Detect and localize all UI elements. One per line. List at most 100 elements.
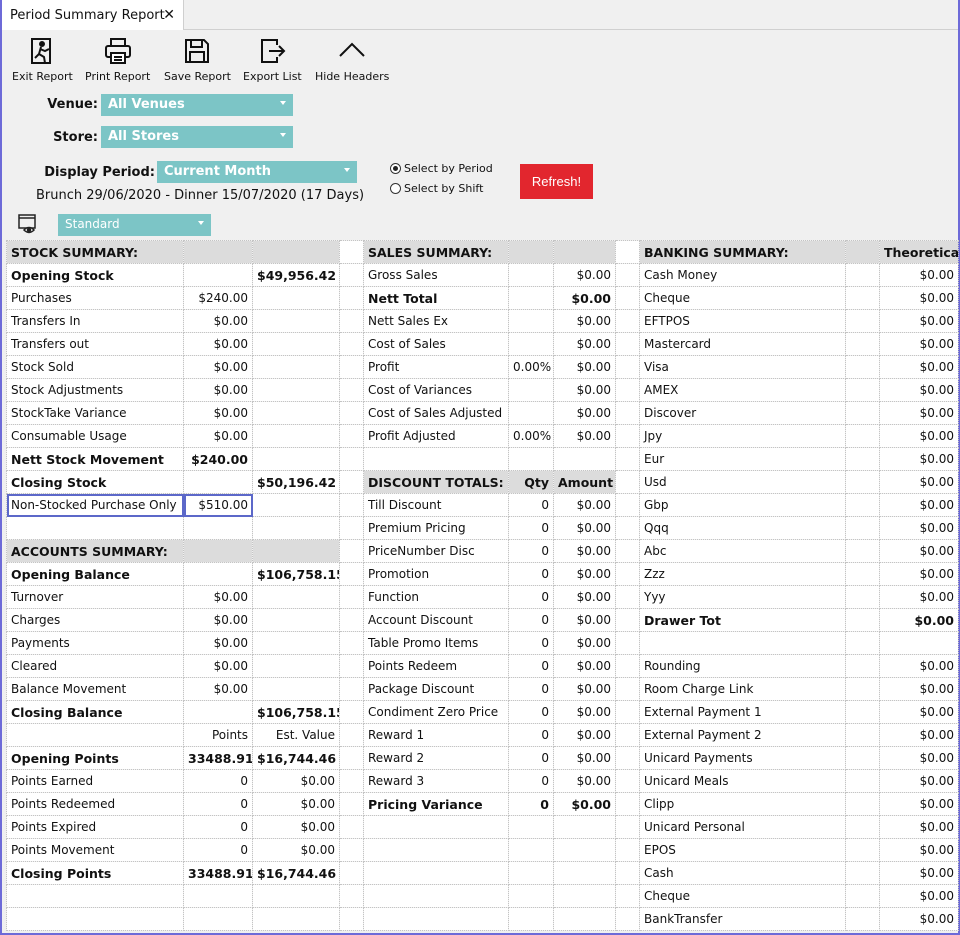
table-cell: $0.00 (553, 792, 616, 816)
table-cell (615, 907, 640, 931)
hide-headers-button[interactable]: Hide Headers (315, 32, 389, 88)
table-cell: Table Promo Items (363, 631, 509, 655)
table-cell (553, 838, 616, 862)
table-cell: Unicard Payments (639, 746, 846, 770)
table-cell: $0.00 (553, 723, 616, 747)
display-period-dropdown[interactable]: Current Month (157, 161, 357, 183)
chevron-up-icon (339, 42, 365, 57)
tab-period-summary-report[interactable]: Period Summary Report ✕ (2, 0, 184, 30)
toolbar: Exit Report Print Report Save Report (2, 32, 602, 88)
store-dropdown[interactable]: All Stores (101, 126, 293, 148)
table-cell: $16,744.46 (252, 746, 340, 770)
table-cell (845, 815, 880, 839)
table-row: Cheque $0.00 (6, 884, 959, 908)
table-cell (183, 907, 253, 931)
print-report-button[interactable]: Print Report (85, 32, 150, 88)
table-cell (252, 539, 340, 563)
table-cell: Theoretical (879, 240, 959, 264)
table-cell: $0.00 (553, 700, 616, 724)
select-by-period-radio[interactable]: Select by Period (390, 162, 493, 175)
table-cell (252, 585, 340, 609)
save-icon (185, 39, 210, 63)
table-cell (845, 907, 880, 931)
table-cell: Turnover (6, 585, 184, 609)
table-cell (6, 723, 184, 747)
export-list-button[interactable]: Export List (243, 32, 302, 88)
table-cell: Qty (508, 470, 554, 494)
table-cell (183, 700, 253, 724)
venue-dropdown[interactable]: All Venues (101, 94, 293, 116)
store-label: Store: (53, 130, 98, 145)
table-cell (615, 516, 640, 540)
view-mode-dropdown[interactable]: Standard (58, 214, 211, 236)
table-cell: External Payment 1 (639, 700, 846, 724)
table-cell: $0.00 (879, 654, 959, 678)
table-cell: $0.00 (553, 355, 616, 379)
table-cell: Nett Stock Movement (6, 447, 184, 471)
table-cell (615, 493, 640, 517)
table-cell (183, 516, 253, 540)
table-cell: 0 (183, 769, 253, 793)
table-cell: $0.00 (553, 769, 616, 793)
table-cell (508, 240, 554, 264)
table-cell (252, 332, 340, 356)
table-cell (339, 907, 364, 931)
table-cell (339, 263, 364, 287)
table-cell: $0.00 (183, 332, 253, 356)
table-cell: Abc (639, 539, 846, 563)
table-cell: 0 (508, 631, 554, 655)
table-cell (363, 815, 509, 839)
table-cell (845, 723, 880, 747)
table-cell: 0.00% (508, 424, 554, 448)
table-cell: $106,758.15 (252, 562, 340, 586)
table-cell (339, 700, 364, 724)
table-cell: $0.00 (553, 309, 616, 333)
save-report-button[interactable]: Save Report (164, 32, 231, 88)
table-cell: $510.00 (183, 493, 253, 517)
select-by-shift-radio[interactable]: Select by Shift (390, 182, 483, 195)
exit-report-button[interactable]: Exit Report (12, 32, 73, 88)
table-cell: BANKING SUMMARY: (639, 240, 846, 264)
table-cell: Reward 2 (363, 746, 509, 770)
table-cell (339, 838, 364, 862)
table-cell (639, 631, 846, 655)
table-cell (615, 631, 640, 655)
table-cell: Profit (363, 355, 509, 379)
table-cell: Cheque (639, 884, 846, 908)
table-cell: 0.00% (508, 355, 554, 379)
table-cell (508, 815, 554, 839)
table-cell (845, 470, 880, 494)
close-icon[interactable]: ✕ (163, 7, 175, 23)
refresh-button[interactable]: Refresh! (520, 164, 593, 199)
table-cell (252, 401, 340, 425)
table-row: Consumable Usage $0.00 Profit Adjusted 0.00… (6, 424, 959, 448)
table-cell: Yyy (639, 585, 846, 609)
table-cell (615, 424, 640, 448)
table-row: Points Movement 0 $0.00 EPOS $0.00 (6, 838, 959, 862)
table-cell (339, 516, 364, 540)
table-cell: 0 (508, 608, 554, 632)
tab-strip: Period Summary Report ✕ (2, 0, 958, 30)
table-cell (339, 723, 364, 747)
venue-label: Venue: (47, 97, 98, 112)
table-cell (508, 884, 554, 908)
table-cell: Package Discount (363, 677, 509, 701)
table-cell (615, 723, 640, 747)
period-range-text: Brunch 29/06/2020 - Dinner 15/07/2020 (1… (36, 188, 365, 203)
table-cell (845, 240, 880, 264)
table-cell: Closing Points (6, 861, 184, 885)
table-cell: Est. Value (252, 723, 340, 747)
table-cell: Cleared (6, 654, 184, 678)
table-row: Transfers out $0.00 Cost of Sales $0.00 Mast… (6, 332, 959, 356)
table-cell: $0.00 (183, 355, 253, 379)
view-eye-icon[interactable] (17, 213, 39, 235)
table-cell: $0.00 (879, 884, 959, 908)
table-cell: STOCK SUMMARY: (6, 240, 184, 264)
table-cell (615, 815, 640, 839)
table-cell: $0.00 (879, 539, 959, 563)
table-cell: Closing Stock (6, 470, 184, 494)
table-cell: $0.00 (183, 654, 253, 678)
export-icon (261, 39, 286, 63)
table-row: Points Earned 0 $0.00 Reward 3 0 $0.00 Unicard… (6, 769, 959, 793)
table-cell (845, 700, 880, 724)
